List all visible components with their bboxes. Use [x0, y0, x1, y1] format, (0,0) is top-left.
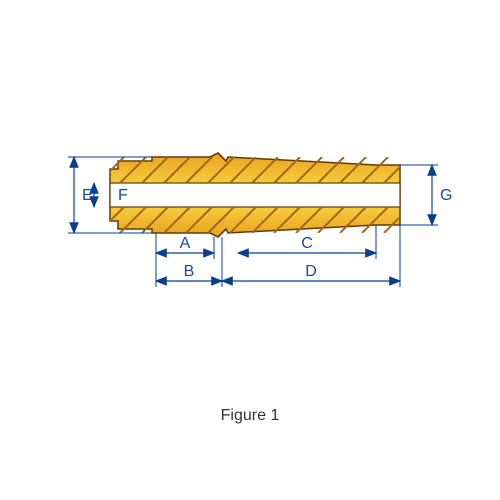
label-F: F	[118, 187, 128, 204]
label-B: B	[184, 263, 195, 280]
label-A: A	[180, 235, 191, 252]
label-E: E	[82, 187, 93, 204]
label-G: G	[440, 187, 452, 204]
label-D: D	[305, 263, 317, 280]
figure-svg: E F G A B C D Figure 1	[0, 0, 500, 500]
figure-caption: Figure 1	[221, 407, 280, 424]
bore-channel	[110, 183, 400, 207]
label-C: C	[301, 235, 313, 252]
